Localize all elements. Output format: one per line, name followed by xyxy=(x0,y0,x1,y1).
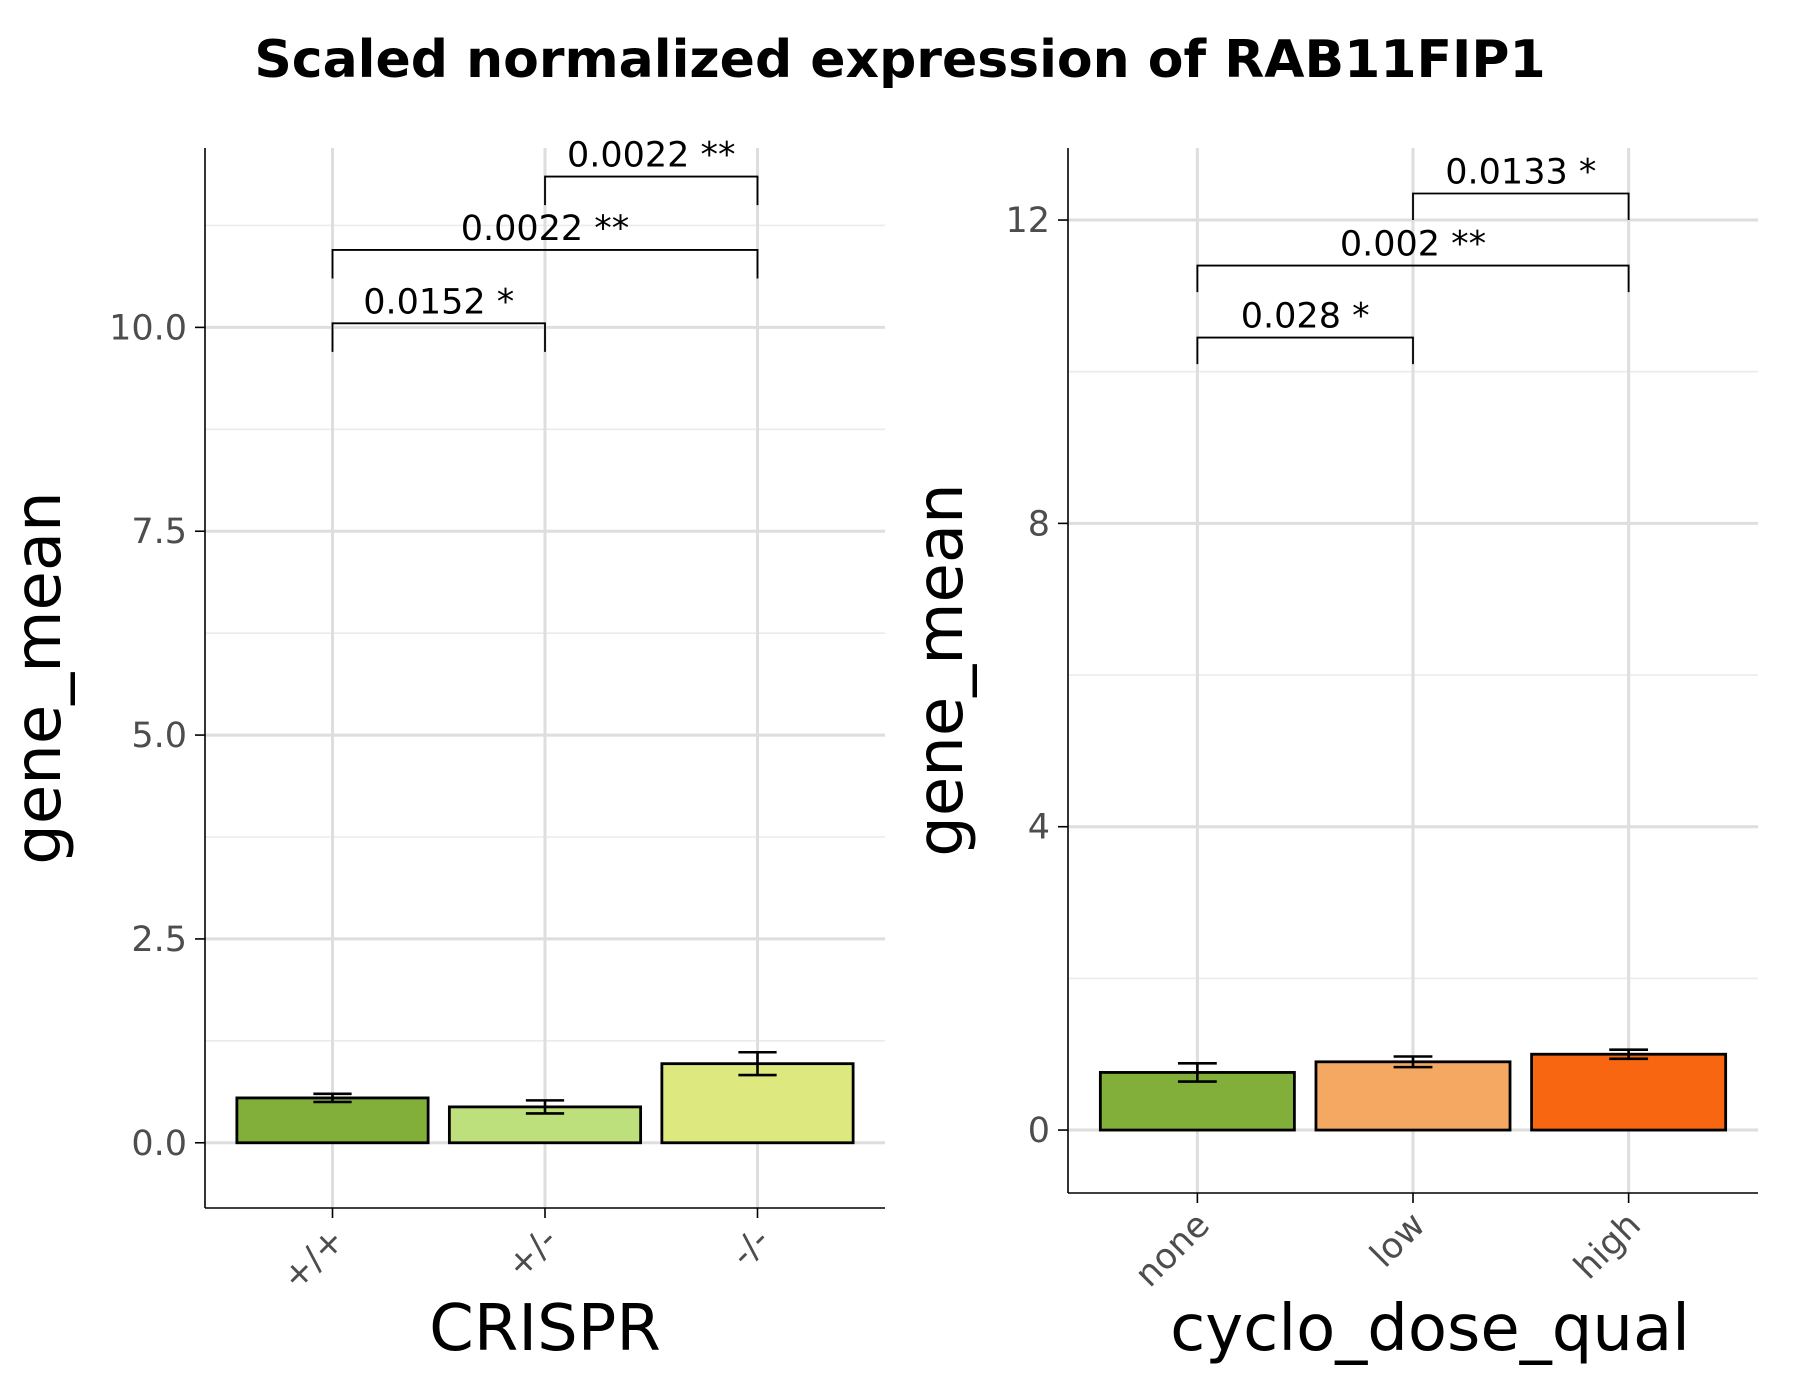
error-bar-2 xyxy=(738,1050,777,1077)
comparison-bracket-0 xyxy=(1196,336,1414,365)
crispr-panel: 0.0152 * 0.0022 ** 0.0022 ** 0.0 2.5 5.0 7.5 10… xyxy=(2,136,885,1366)
x-tick-label-0: none xyxy=(1128,1205,1218,1295)
comparison-label-2: 0.0022 ** xyxy=(567,136,736,176)
bar-2 xyxy=(660,1062,855,1145)
y-tick-label-0: 0.0 xyxy=(131,1124,187,1164)
comparison-label-1: 0.002 ** xyxy=(1340,225,1486,265)
comparison-bracket-0 xyxy=(331,322,546,352)
bar-1 xyxy=(1314,1060,1512,1132)
error-bar-1 xyxy=(525,1099,565,1115)
y-tick-label-1: 4 xyxy=(1028,808,1050,848)
error-bar-0 xyxy=(1177,1062,1217,1083)
y-tick-label-1: 2.5 xyxy=(131,920,187,960)
y-tick-label-3: 12 xyxy=(1005,201,1050,241)
comparison-label-1: 0.0022 ** xyxy=(461,209,630,249)
x-axis-title: cyclo_dose_qual xyxy=(1170,1292,1690,1366)
y-axis-title: gene_mean xyxy=(2,491,76,864)
comparison-label-2: 0.0133 * xyxy=(1445,153,1596,193)
y-tick-label-3: 7.5 xyxy=(131,512,187,552)
y-tick-label-2: 5.0 xyxy=(131,716,187,756)
figure-title: Scaled normalized expression of RAB11FIP… xyxy=(254,30,1546,90)
x-tick-label-1: low xyxy=(1363,1205,1434,1276)
x-tick-label-2: high xyxy=(1567,1205,1649,1287)
comparison-bracket-1 xyxy=(331,249,759,279)
error-bar-0 xyxy=(313,1092,352,1104)
bar-0 xyxy=(235,1096,430,1145)
error-bar-1 xyxy=(1393,1055,1433,1069)
error-bar-2 xyxy=(1609,1048,1649,1061)
comparison-bracket-1 xyxy=(1196,264,1630,293)
y-tick-label-2: 8 xyxy=(1028,504,1050,544)
y-axis-title: gene_mean xyxy=(904,483,978,856)
x-axis-title: CRISPR xyxy=(429,1292,661,1366)
comparison-bracket-2 xyxy=(1412,192,1630,221)
y-tick-label-4: 10.0 xyxy=(109,308,187,348)
comparison-bracket-2 xyxy=(544,175,759,206)
comparison-label-0: 0.028 * xyxy=(1241,297,1370,337)
bar-2 xyxy=(1530,1052,1728,1132)
y-tick-label-0: 0 xyxy=(1028,1111,1050,1151)
comparison-label-0: 0.0152 * xyxy=(363,282,514,322)
